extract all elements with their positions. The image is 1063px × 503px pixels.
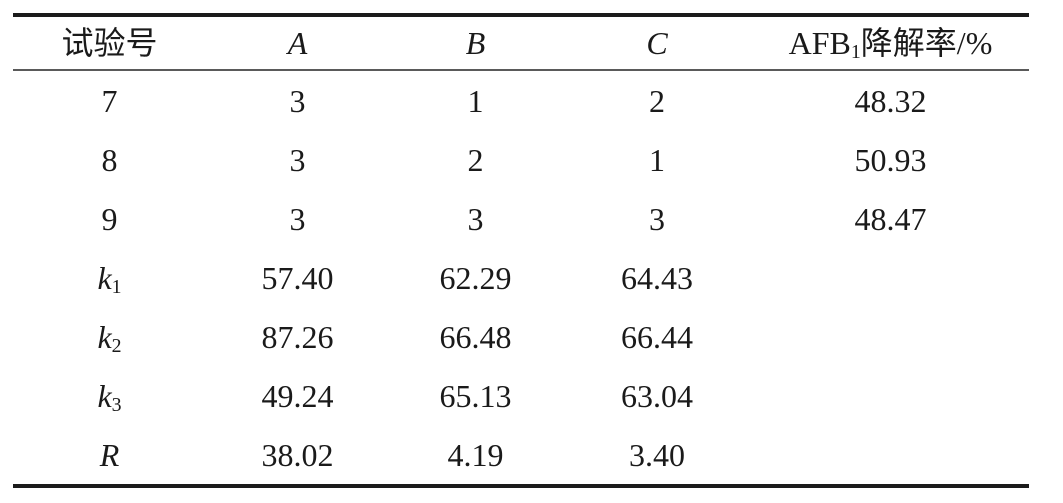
cell-factor-b: 62.29 xyxy=(439,259,512,296)
cell-factor-a: 38.02 xyxy=(261,436,334,473)
cell-factor-b: 2 xyxy=(467,141,484,178)
cell-factor-a: 87.26 xyxy=(261,318,334,355)
row-label: 8 xyxy=(13,130,206,189)
row-label: 7 xyxy=(13,70,206,130)
cell-factor-c: 3 xyxy=(649,200,665,237)
table-row-k3: k3 49.24 65.13 63.04 xyxy=(13,366,1029,425)
cell-degradation-rate: 48.32 xyxy=(854,82,927,119)
cell-factor-b: 4.19 xyxy=(447,436,504,473)
cell-degradation-rate: 50.93 xyxy=(854,141,927,178)
table-row-test-8: 8 3 2 1 50.93 xyxy=(13,130,1029,189)
cell-degradation-rate xyxy=(752,425,1029,486)
col-header-factor-b: B xyxy=(389,15,562,71)
col-header-factor-a: A xyxy=(206,15,389,71)
cell-factor-c: 66.44 xyxy=(621,318,693,355)
col-header-degradation-rate: AFB1降解率/% xyxy=(752,15,1029,71)
cell-factor-a: 3 xyxy=(289,200,306,237)
row-label: R xyxy=(13,425,206,486)
row-label-subscript: 2 xyxy=(111,334,122,357)
row-label: k3 xyxy=(13,366,206,425)
cell-factor-b: 65.13 xyxy=(439,377,512,414)
row-label-text: k xyxy=(97,259,112,296)
cell-factor-b: 1 xyxy=(467,82,484,119)
cell-factor-a: 57.40 xyxy=(261,259,334,296)
row-label-text: k xyxy=(97,377,112,414)
row-label-text: 9 xyxy=(101,200,118,237)
orthogonal-experiment-table: 试验号 A B C AFB1降解率/% 7 3 1 2 48.32 8 3 2 … xyxy=(13,13,1029,488)
row-label: k2 xyxy=(13,307,206,366)
row-label-text: R xyxy=(99,436,120,473)
col-header-test-number: 试验号 xyxy=(13,15,206,71)
cell-factor-a: 49.24 xyxy=(261,377,334,414)
row-label: k1 xyxy=(13,248,206,307)
table-row-test-7: 7 3 1 2 48.32 xyxy=(13,70,1029,130)
row-label: 9 xyxy=(13,189,206,248)
afb-subscript: 1 xyxy=(850,41,861,64)
row-label-subscript: 3 xyxy=(111,393,122,416)
col-header-factor-c: C xyxy=(562,15,752,71)
cell-factor-a: 3 xyxy=(289,141,306,178)
row-label-text: 8 xyxy=(101,141,118,178)
row-label-subscript: 1 xyxy=(111,275,122,298)
cell-factor-c: 64.43 xyxy=(621,259,693,296)
row-label-text: 7 xyxy=(101,82,118,119)
cell-factor-c: 3.40 xyxy=(629,436,685,473)
header-row: 试验号 A B C AFB1降解率/% xyxy=(13,15,1029,71)
cell-degradation-rate xyxy=(752,248,1029,307)
cell-factor-c: 63.04 xyxy=(621,377,693,414)
cell-factor-b: 3 xyxy=(467,200,484,237)
cell-factor-a: 3 xyxy=(289,82,306,119)
cell-factor-c: 1 xyxy=(649,141,665,178)
row-label-text: k xyxy=(97,318,112,355)
table-row-test-9: 9 3 3 3 48.47 xyxy=(13,189,1029,248)
table-row-k1: k1 57.40 62.29 64.43 xyxy=(13,248,1029,307)
cell-degradation-rate xyxy=(752,307,1029,366)
cell-degradation-rate xyxy=(752,366,1029,425)
cell-factor-c: 2 xyxy=(649,82,665,119)
table-row-k2: k2 87.26 66.48 66.44 xyxy=(13,307,1029,366)
degradation-rate-text: 降解率/% xyxy=(860,25,993,61)
cell-degradation-rate: 48.47 xyxy=(854,200,927,237)
afb-text: AFB xyxy=(788,25,851,61)
cell-factor-b: 66.48 xyxy=(439,318,512,355)
table-row-r: R 38.02 4.19 3.40 xyxy=(13,425,1029,486)
